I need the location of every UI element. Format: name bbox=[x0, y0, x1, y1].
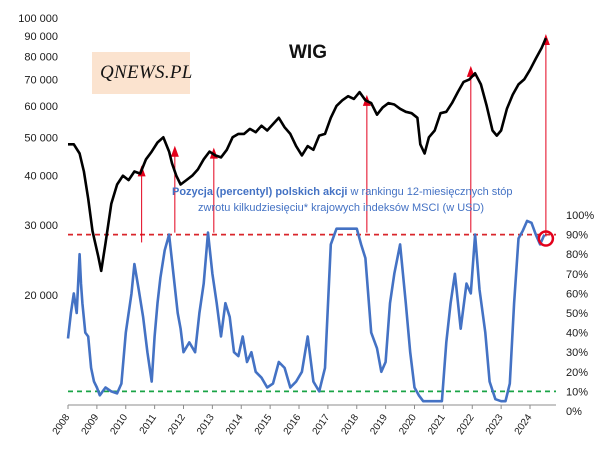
x-tick-label: 2015 bbox=[253, 412, 275, 437]
logo-background bbox=[92, 52, 190, 94]
chart-annotation-line2: zwrotu kilkudziesięciu* krajowych indeks… bbox=[198, 202, 484, 214]
y-right-tick-label: 80% bbox=[566, 249, 588, 261]
x-tick-label: 2018 bbox=[339, 412, 361, 437]
y-right-tick-label: 40% bbox=[566, 328, 588, 340]
y-right-tick-label: 90% bbox=[566, 230, 588, 242]
x-tick-label: 2010 bbox=[108, 412, 130, 437]
y-left-tick-label: 80 000 bbox=[24, 51, 58, 63]
y-right-tick-label: 50% bbox=[566, 308, 588, 320]
x-tick-label: 2011 bbox=[138, 412, 160, 436]
y-left-tick-label: 40 000 bbox=[24, 171, 58, 183]
x-tick-label: 2014 bbox=[224, 412, 246, 437]
qnews-logo: QNEWS.PL bbox=[100, 62, 193, 83]
chart-title: WIG bbox=[289, 42, 327, 63]
x-axis: 2008 2009 2010 2011 2012 2013 2014 2015 2016 2017… bbox=[51, 404, 556, 437]
x-tick-label: 2021 bbox=[426, 412, 448, 437]
y-right-tick-label: 30% bbox=[566, 347, 588, 359]
x-tick-label: 2024 bbox=[513, 412, 535, 437]
y-axis-right: 0% 10% 20% 30% 40% 50% 60% 70% 80% 90% 100% bbox=[566, 210, 594, 418]
y-left-tick-label: 60 000 bbox=[24, 101, 58, 113]
y-left-tick-label: 30 000 bbox=[24, 220, 58, 232]
highlight-circle bbox=[537, 230, 555, 247]
percentile-rank-line bbox=[66, 219, 546, 403]
arrow-head bbox=[170, 145, 179, 157]
x-tick-label: 2020 bbox=[397, 412, 419, 437]
y-right-tick-label: 70% bbox=[566, 269, 588, 281]
y-right-tick-label: 10% bbox=[566, 386, 588, 398]
y-left-tick-label: 100 000 bbox=[18, 13, 58, 25]
y-axis-left: 20 000 30 000 40 000 50 000 60 000 70 000 80 0… bbox=[18, 13, 58, 302]
y-right-tick-label: 100% bbox=[566, 210, 594, 222]
x-tick-label: 2016 bbox=[282, 412, 304, 437]
y-left-tick-label: 50 000 bbox=[24, 132, 58, 144]
y-left-tick-label: 90 000 bbox=[24, 31, 58, 43]
x-tick-label: 2023 bbox=[484, 412, 506, 437]
y-left-tick-label: 20 000 bbox=[24, 290, 58, 302]
x-tick-label: 2008 bbox=[51, 412, 73, 437]
series-group bbox=[66, 37, 555, 403]
y-right-tick-label: 60% bbox=[566, 288, 588, 300]
x-tick-label: 2022 bbox=[455, 412, 477, 437]
x-tick-label: 2019 bbox=[368, 412, 390, 437]
y-right-tick-label: 20% bbox=[566, 367, 588, 379]
x-tick-label: 2013 bbox=[195, 412, 217, 437]
y-left-tick-label: 70 000 bbox=[24, 74, 58, 86]
annotation-rest: w rankingu 12-miesięcznych stóp bbox=[347, 186, 512, 198]
wig-index-line bbox=[68, 37, 548, 273]
annotation-bold: Pozycja (percentyl) polskich akcji bbox=[172, 186, 347, 198]
x-tick-label: 2017 bbox=[311, 412, 333, 437]
chart-annotation-line1: Pozycja (percentyl) polskich akcji w ran… bbox=[172, 186, 513, 198]
y-right-tick-label: 0% bbox=[566, 406, 582, 418]
x-tick-label: 2009 bbox=[80, 412, 102, 437]
x-tick-label: 2012 bbox=[166, 412, 188, 437]
